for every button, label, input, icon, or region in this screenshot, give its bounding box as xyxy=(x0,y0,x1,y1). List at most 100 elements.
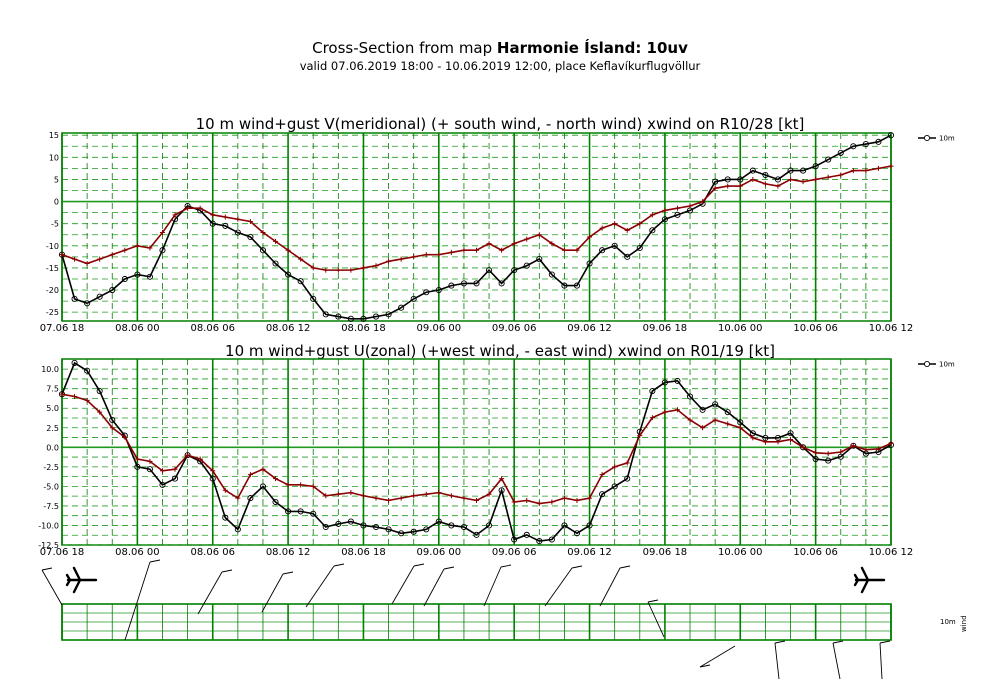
meridional-gust-point xyxy=(235,216,241,222)
meridional-gust-point xyxy=(788,176,794,182)
zonal-y-tick-label: 5.0 xyxy=(46,404,59,413)
meridional-gust-point xyxy=(574,247,580,253)
meridional-wind-point xyxy=(398,304,405,311)
zonal-gust-point xyxy=(624,460,630,466)
zonal-x-tick-label: 10.06 06 xyxy=(793,547,838,558)
zonal-x-tick-label: 10.06 00 xyxy=(718,547,763,558)
zonal-gust-point xyxy=(750,435,756,441)
wind-barb-feather xyxy=(647,599,659,603)
zonal-gust-point xyxy=(775,439,781,445)
zonal-gust-point xyxy=(411,493,417,499)
zonal-gust-point xyxy=(549,499,555,505)
wind-barb-feather xyxy=(699,664,711,668)
zonal-gust-point xyxy=(561,495,567,501)
wind-barb-staff xyxy=(261,573,284,613)
zonal-gust-point xyxy=(574,497,580,503)
meridional-wind-point xyxy=(322,311,329,318)
zonal-gust-point xyxy=(273,476,279,482)
meridional-gust-point xyxy=(524,236,530,242)
meridional-wind-point xyxy=(222,222,229,229)
meridional-gust-point xyxy=(360,265,366,271)
zonal-x-tick-label: 08.06 06 xyxy=(190,547,235,558)
zonal-gust-point xyxy=(147,458,153,464)
meridional-gust-point xyxy=(474,247,479,253)
meridional-wind-point xyxy=(58,251,66,258)
meridional-x-tick-label: 09.06 06 xyxy=(492,323,537,334)
zonal-gust-point xyxy=(700,425,706,431)
meridional-wind-point xyxy=(561,282,568,289)
wind-barb-feather xyxy=(413,563,425,567)
zonal-series-wind xyxy=(61,361,892,542)
meridional-wind-point xyxy=(875,138,882,145)
zonal-x-tick-label: 09.06 06 xyxy=(492,547,537,558)
meridional-wind-point xyxy=(624,253,631,260)
meridional-wind-point xyxy=(837,149,844,156)
wind-barb-feather xyxy=(879,640,891,644)
meridional-gust-point xyxy=(423,252,429,258)
zonal-gust-point xyxy=(310,483,316,489)
meridional-wind-point xyxy=(511,267,518,274)
zonal-gust-point xyxy=(386,497,392,503)
zonal-gust-point xyxy=(762,439,768,445)
zonal-wind-point xyxy=(737,419,744,426)
zonal-wind-point xyxy=(649,387,656,395)
zonal-wind-point xyxy=(347,518,354,525)
meridional-gust-point xyxy=(222,214,228,220)
meridional-wind-point xyxy=(234,229,241,236)
zonal-wind-point xyxy=(486,522,493,529)
zonal-x-tick-label: 08.06 18 xyxy=(341,547,386,558)
zonal-gust-point xyxy=(838,449,844,455)
zonal-gust-point xyxy=(511,499,517,505)
zonal-wind-point xyxy=(310,510,317,517)
zonal-wind-point xyxy=(171,475,179,482)
meridional-wind-point xyxy=(800,167,807,174)
meridional-x-tick-label: 10.06 00 xyxy=(718,323,763,334)
zonal-wind-point xyxy=(385,526,392,533)
meridional-wind-point xyxy=(599,247,606,254)
meridional-wind-point xyxy=(674,211,681,218)
meridional-gust-point xyxy=(737,183,743,189)
zonal-wind-point xyxy=(548,536,555,543)
zonal-wind-point xyxy=(272,498,279,506)
zonal-wind-point xyxy=(473,531,480,538)
zonal-frame xyxy=(61,358,892,546)
meridional-frame xyxy=(61,132,892,322)
meridional-wind-point xyxy=(611,242,618,249)
meridional-x-tick-label: 08.06 18 xyxy=(341,323,386,334)
zonal-gust-point xyxy=(247,472,253,478)
meridional-gust-point xyxy=(813,176,819,182)
zonal-gust-point xyxy=(210,468,216,474)
meridional-wind-point xyxy=(749,167,756,174)
meridional-gust-point xyxy=(536,232,542,238)
zonal-wind-point xyxy=(134,463,141,470)
zonal-wind-point xyxy=(322,523,329,531)
wind-barb-feather xyxy=(149,559,161,563)
zonal-gust-point xyxy=(524,497,530,503)
zonal-gust-point xyxy=(72,394,78,400)
zonal-wind-point xyxy=(511,536,518,543)
wind-barb-staff xyxy=(544,567,573,607)
wind-barb-staff xyxy=(699,645,736,668)
meridional-x-tick-label: 07.06 18 xyxy=(40,323,85,334)
meridional-gust-point xyxy=(348,267,354,273)
meridional-wind-point xyxy=(649,227,656,234)
meridional-gust-point xyxy=(649,212,655,218)
zonal-wind-point xyxy=(222,514,229,521)
meridional-gust-point xyxy=(612,221,618,227)
zonal-wind-point xyxy=(398,530,405,537)
meridional-x-tick-label: 10.06 06 xyxy=(793,323,838,334)
zonal-wind-point xyxy=(573,530,581,537)
meridional-gust-point xyxy=(172,212,178,218)
zonal-wind-point xyxy=(498,487,505,494)
zonal-gust-point xyxy=(197,456,203,462)
meridional-gust-point xyxy=(335,267,341,273)
meridional-wind-point xyxy=(84,300,91,307)
wind-strip-level-label: 10m xyxy=(940,618,956,626)
meridional-wind-point xyxy=(109,286,116,294)
zonal-gust-point xyxy=(134,456,140,462)
meridional-gust-point xyxy=(147,245,153,251)
meridional-wind-point xyxy=(297,278,304,285)
zonal-panel-title: 10 m wind+gust U(zonal) (+west wind, - e… xyxy=(225,342,775,360)
meridional-gust-point xyxy=(838,172,844,178)
meridional-panel-title: 10 m wind+gust V(meridional) (+ south wi… xyxy=(196,115,805,133)
